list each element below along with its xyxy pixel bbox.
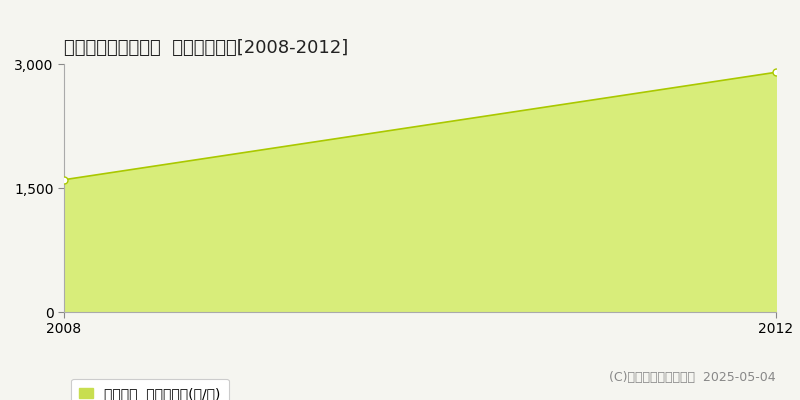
Text: (C)土地価格ドットコム  2025-05-04: (C)土地価格ドットコム 2025-05-04 [610,371,776,384]
Legend: 林地価格  平均坪単価(円/坪): 林地価格 平均坪単価(円/坪) [71,378,229,400]
Text: 東伯郡北栄町西高尾  林地価格推移[2008-2012]: 東伯郡北栄町西高尾 林地価格推移[2008-2012] [64,39,348,57]
